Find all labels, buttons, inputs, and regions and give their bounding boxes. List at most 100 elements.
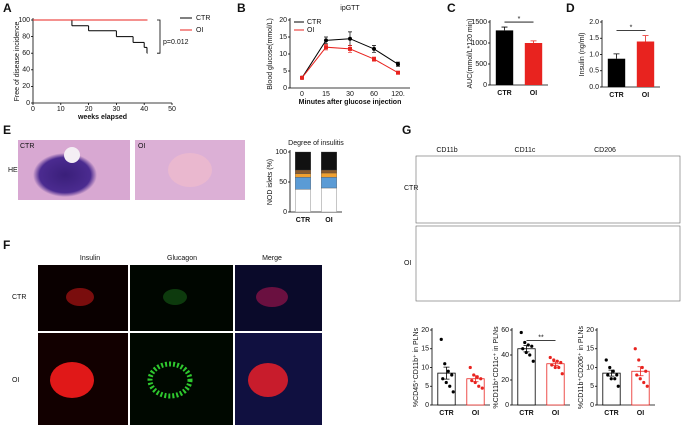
- y-tick-label: 20: [586, 327, 594, 334]
- y-tick-label: 0: [26, 100, 30, 107]
- bar-segment: [295, 173, 311, 178]
- x-tick-label: CTR: [497, 90, 511, 97]
- y-tick-label: 1000: [471, 40, 487, 47]
- column-label: CD11b: [436, 147, 457, 154]
- point: [444, 380, 448, 385]
- x-tick-label: 0: [31, 106, 35, 113]
- point: [439, 337, 443, 341]
- point: [560, 372, 564, 376]
- error-bar: [530, 40, 537, 43]
- row-label: CTR: [12, 294, 26, 301]
- x-tick-label: 15: [322, 91, 330, 98]
- point: [637, 358, 641, 362]
- x-tick-label: CTR: [604, 410, 618, 417]
- y-tick-label: 0: [425, 402, 429, 409]
- x-tick-label: 120.: [391, 91, 405, 98]
- x-tick-label: 30: [113, 106, 121, 113]
- y-tick-label: 10: [586, 364, 594, 371]
- point: [604, 358, 608, 362]
- x-tick-label: 60: [370, 91, 378, 98]
- y-tick-label: 15: [421, 346, 429, 353]
- error-bar: [501, 26, 508, 31]
- bracket: [157, 19, 161, 54]
- y-tick-label: 20: [22, 83, 30, 90]
- islet: [33, 153, 97, 197]
- column-label: CD11c: [515, 147, 536, 154]
- y-tick-label: 100: [18, 17, 30, 24]
- bar-segment: [321, 172, 337, 178]
- y-tick-label: 1.5: [589, 35, 599, 42]
- bar: [636, 41, 655, 87]
- point: [396, 70, 400, 75]
- x-tick-label: CTR: [296, 217, 310, 224]
- point: [324, 45, 328, 50]
- vessel: [64, 147, 80, 163]
- bar-segment: [321, 187, 337, 213]
- y-tick-label: 0: [283, 85, 287, 92]
- point: [475, 375, 479, 379]
- bar: [607, 58, 626, 87]
- point: [548, 355, 552, 360]
- row-label: OI: [404, 260, 411, 267]
- annotation: p=0.012: [163, 39, 189, 46]
- point: [372, 57, 376, 62]
- point: [479, 377, 483, 381]
- y-tick-label: 15: [279, 34, 287, 41]
- point: [443, 362, 447, 366]
- point: [613, 377, 617, 381]
- point: [531, 359, 535, 363]
- x-axis-label: Minutes after glucose injection: [299, 99, 402, 106]
- image-label: OI: [138, 143, 145, 150]
- point: [324, 38, 328, 43]
- point: [521, 347, 525, 351]
- y-axis-label: Insulin (ng/ml): [579, 33, 586, 77]
- point: [555, 359, 559, 363]
- panel-letter: A: [3, 1, 12, 15]
- y-tick-label: 0: [283, 209, 287, 216]
- y-tick-label: 0: [505, 402, 509, 409]
- y-tick-label: 10: [421, 364, 429, 371]
- panel-letter: B: [237, 1, 246, 15]
- point: [609, 377, 613, 381]
- flow-box: [415, 155, 681, 224]
- row-label: OI: [12, 377, 19, 384]
- x-tick-label: OI: [552, 410, 559, 417]
- point: [530, 344, 534, 348]
- point: [372, 46, 376, 51]
- x-axis-label: weeks elapsed: [77, 114, 127, 121]
- y-tick-label: 1500: [471, 19, 487, 26]
- annotation: *: [518, 16, 521, 23]
- y-tick-label: 20: [279, 17, 287, 24]
- y-tick-label: 1.0: [589, 51, 599, 58]
- y-axis-label: %CD11b⁺CD11c⁺ in PLNs: [493, 326, 500, 409]
- y-tick-label: 15: [586, 346, 594, 353]
- panel-letter: F: [3, 238, 10, 252]
- x-tick-label: 50: [168, 106, 176, 113]
- column-label: Merge: [262, 255, 282, 262]
- y-tick-label: 0.5: [589, 68, 599, 75]
- flow-box: [415, 225, 681, 302]
- y-axis-label: Blood glucose(mmol/L): [267, 18, 274, 90]
- column-label: CD206: [594, 147, 616, 154]
- image-label: CTR: [20, 143, 34, 150]
- x-tick-label: CTR: [439, 410, 453, 417]
- point: [519, 330, 523, 335]
- point: [470, 379, 474, 383]
- bar-segment: [321, 151, 337, 171]
- y-tick-label: 500: [475, 61, 487, 68]
- point: [450, 373, 454, 377]
- point: [645, 384, 649, 388]
- y-tick-label: 5: [425, 383, 429, 390]
- point: [451, 390, 455, 394]
- point: [616, 384, 620, 388]
- point: [611, 369, 615, 373]
- bar-segment: [321, 177, 337, 189]
- point: [559, 360, 563, 365]
- column-label: Insulin: [80, 255, 100, 262]
- point: [553, 365, 557, 370]
- x-tick-label: OI: [472, 410, 479, 417]
- bar-segment: [295, 177, 311, 190]
- panel-letter: C: [447, 1, 456, 15]
- y-tick-label: 20: [421, 327, 429, 334]
- point: [472, 373, 476, 377]
